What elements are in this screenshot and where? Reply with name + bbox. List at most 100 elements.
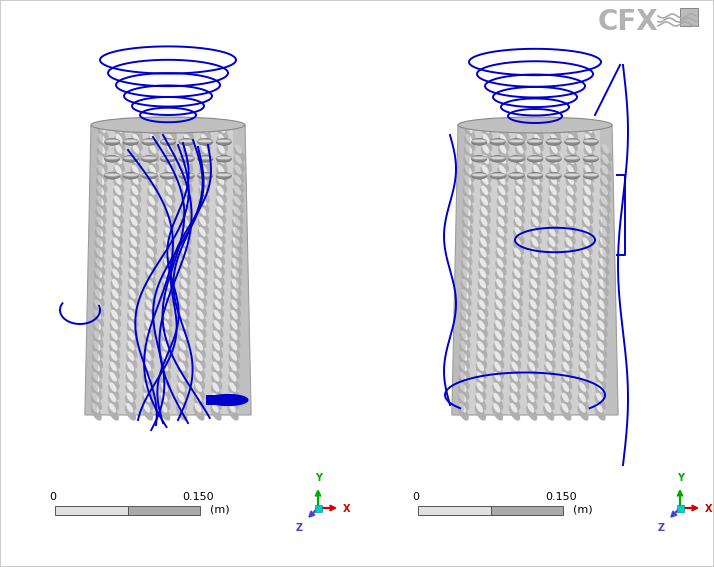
Ellipse shape: [509, 384, 521, 400]
Ellipse shape: [549, 206, 556, 216]
Bar: [0, 0, 1, 567]
Ellipse shape: [498, 217, 505, 226]
Ellipse shape: [528, 172, 543, 179]
Ellipse shape: [580, 312, 591, 328]
Ellipse shape: [494, 322, 505, 338]
Ellipse shape: [159, 395, 171, 411]
Ellipse shape: [177, 363, 188, 379]
Ellipse shape: [513, 260, 523, 276]
Ellipse shape: [231, 320, 238, 330]
Ellipse shape: [482, 154, 489, 164]
Ellipse shape: [580, 331, 588, 340]
Ellipse shape: [91, 395, 102, 411]
Ellipse shape: [595, 384, 606, 400]
Ellipse shape: [123, 122, 139, 126]
Ellipse shape: [581, 299, 588, 309]
Ellipse shape: [547, 310, 554, 320]
Ellipse shape: [599, 268, 606, 278]
Ellipse shape: [196, 372, 202, 382]
Ellipse shape: [512, 291, 523, 307]
Ellipse shape: [471, 138, 487, 145]
Ellipse shape: [144, 351, 151, 361]
Ellipse shape: [498, 185, 506, 195]
Ellipse shape: [595, 395, 606, 411]
Ellipse shape: [129, 279, 136, 289]
Ellipse shape: [511, 332, 522, 348]
Ellipse shape: [181, 268, 188, 278]
Ellipse shape: [516, 125, 527, 141]
Ellipse shape: [566, 217, 573, 226]
Ellipse shape: [149, 175, 156, 185]
Ellipse shape: [97, 125, 109, 141]
Ellipse shape: [216, 121, 231, 128]
Ellipse shape: [127, 301, 139, 317]
Ellipse shape: [200, 196, 206, 206]
Ellipse shape: [129, 229, 141, 244]
Ellipse shape: [162, 281, 174, 297]
Ellipse shape: [459, 403, 466, 413]
Ellipse shape: [482, 165, 489, 175]
Ellipse shape: [582, 258, 589, 268]
Ellipse shape: [495, 270, 506, 286]
Ellipse shape: [211, 395, 222, 411]
Ellipse shape: [149, 196, 155, 206]
Ellipse shape: [194, 374, 205, 390]
Ellipse shape: [184, 134, 191, 143]
Ellipse shape: [513, 289, 520, 299]
Ellipse shape: [104, 138, 120, 145]
Ellipse shape: [480, 237, 487, 247]
Ellipse shape: [217, 136, 228, 151]
Ellipse shape: [196, 341, 203, 350]
Ellipse shape: [599, 279, 606, 289]
Ellipse shape: [212, 403, 218, 413]
Ellipse shape: [143, 374, 154, 390]
Ellipse shape: [550, 125, 561, 141]
Ellipse shape: [129, 249, 140, 265]
Ellipse shape: [458, 374, 470, 390]
Ellipse shape: [94, 351, 100, 361]
Ellipse shape: [565, 139, 580, 142]
Ellipse shape: [195, 342, 206, 358]
Ellipse shape: [161, 155, 176, 162]
Ellipse shape: [566, 206, 573, 216]
Ellipse shape: [213, 270, 225, 286]
Ellipse shape: [490, 156, 506, 159]
Ellipse shape: [198, 172, 213, 179]
Ellipse shape: [104, 122, 120, 126]
Ellipse shape: [514, 198, 526, 214]
Ellipse shape: [598, 331, 605, 340]
Ellipse shape: [458, 384, 469, 400]
Ellipse shape: [161, 174, 176, 176]
Ellipse shape: [528, 362, 536, 371]
Ellipse shape: [183, 125, 194, 141]
Ellipse shape: [461, 239, 473, 255]
Ellipse shape: [548, 198, 559, 214]
Ellipse shape: [583, 156, 598, 159]
Ellipse shape: [230, 301, 241, 317]
Ellipse shape: [582, 279, 589, 289]
Ellipse shape: [544, 353, 555, 369]
Ellipse shape: [499, 144, 506, 154]
Ellipse shape: [513, 299, 520, 309]
Ellipse shape: [565, 174, 580, 176]
Ellipse shape: [545, 332, 556, 348]
Ellipse shape: [600, 167, 611, 183]
Ellipse shape: [146, 218, 158, 234]
Ellipse shape: [146, 208, 158, 224]
Ellipse shape: [492, 405, 503, 421]
Ellipse shape: [161, 122, 176, 126]
Bar: [676, 505, 683, 511]
Ellipse shape: [232, 258, 239, 268]
Ellipse shape: [548, 218, 559, 234]
Ellipse shape: [483, 124, 490, 133]
Ellipse shape: [600, 206, 608, 216]
Ellipse shape: [480, 187, 491, 203]
Ellipse shape: [595, 363, 607, 379]
Ellipse shape: [560, 395, 572, 411]
Ellipse shape: [141, 172, 157, 179]
Ellipse shape: [114, 156, 125, 172]
Ellipse shape: [181, 248, 188, 257]
Ellipse shape: [597, 301, 608, 317]
Ellipse shape: [515, 206, 522, 216]
Ellipse shape: [178, 403, 184, 413]
